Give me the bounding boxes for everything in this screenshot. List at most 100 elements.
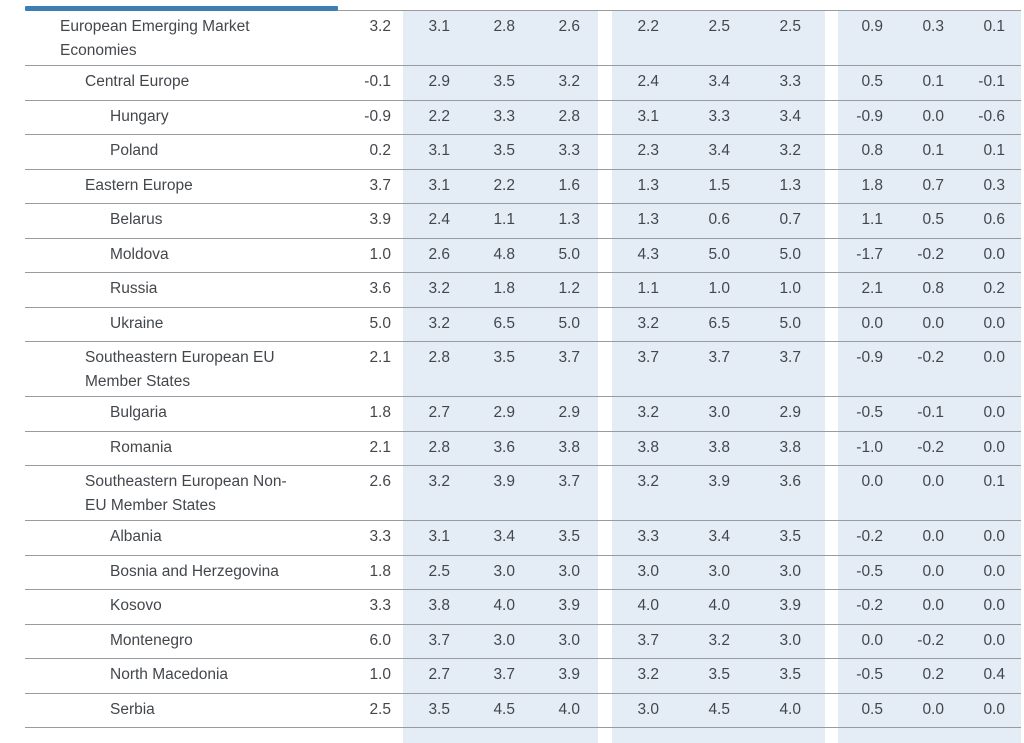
value-cell: 4.0 <box>468 589 533 625</box>
value-cell: 3.0 <box>754 624 825 659</box>
value-cell: 1.0 <box>345 658 403 694</box>
region-label: Albania <box>110 528 162 545</box>
value-cell: 0.1 <box>899 65 960 101</box>
row-label-cell: Moldova <box>25 238 345 273</box>
value-cell: 5.0 <box>754 307 825 342</box>
value-cell: 0.6 <box>683 203 754 239</box>
column-gap-cell <box>598 431 612 466</box>
value-cell: -0.9 <box>838 100 899 135</box>
value-cell: 0.1 <box>960 11 1021 66</box>
region-label: Bosnia and Herzegovina <box>110 562 279 580</box>
value-cell: 3.9 <box>468 465 533 521</box>
value-cell: 2.5 <box>403 555 468 590</box>
value-cell: 3.0 <box>612 555 683 590</box>
column-gap-cell <box>825 11 838 66</box>
value-cell: 2.8 <box>403 431 468 466</box>
value-cell: 3.2 <box>403 307 468 342</box>
value-cell: 3.2 <box>754 134 825 170</box>
row-label-cell: Bulgaria <box>25 396 345 432</box>
column-gap-cell <box>598 341 612 397</box>
value-cell: 1.6 <box>533 169 598 204</box>
value-cell: -0.1 <box>960 65 1021 101</box>
value-cell: 2.8 <box>533 100 598 135</box>
row-label-cell: Southeastern European Non-EU Member Stat… <box>25 465 345 521</box>
column-gap-cell <box>598 169 612 204</box>
table-row: Serbia 2.5 3.5 4.5 4.0 3.0 4.5 4.0 0.5 0… <box>25 693 1021 728</box>
value-cell: 2.9 <box>533 396 598 432</box>
value-cell: 3.1 <box>612 100 683 135</box>
column-gap-cell <box>825 589 838 625</box>
value-cell: 4.5 <box>468 693 533 728</box>
value-cell: 2.7 <box>403 658 468 694</box>
value-cell: 2.5 <box>754 11 825 66</box>
column-gap-cell <box>598 520 612 556</box>
region-label: Romania <box>110 438 173 456</box>
column-gap-cell <box>825 238 838 273</box>
value-cell <box>754 727 825 743</box>
value-cell: 0.9 <box>838 11 899 66</box>
value-cell: 0.0 <box>960 238 1021 273</box>
column-gap-cell <box>598 272 612 308</box>
row-label-cell: Belarus <box>25 203 345 239</box>
value-cell: 3.7 <box>612 624 683 659</box>
column-gap-cell <box>598 238 612 273</box>
table-row: Bulgaria 1.8 2.7 2.9 2.9 3.2 3.0 2.9 -0.… <box>25 396 1021 432</box>
column-gap-cell <box>825 727 838 743</box>
value-cell: 3.2 <box>683 624 754 659</box>
value-cell <box>468 727 533 743</box>
value-cell: 3.5 <box>754 658 825 694</box>
column-gap-cell <box>825 134 838 170</box>
value-cell: 3.7 <box>754 341 825 397</box>
column-gap-cell <box>598 693 612 728</box>
value-cell: 2.3 <box>612 134 683 170</box>
value-cell: 0.0 <box>899 555 960 590</box>
column-gap-cell <box>598 307 612 342</box>
value-cell: -0.1 <box>899 396 960 432</box>
row-label-cell <box>25 728 345 743</box>
value-cell: 1.3 <box>612 203 683 239</box>
value-cell: 1.0 <box>683 272 754 308</box>
value-cell: 3.5 <box>468 65 533 101</box>
value-cell <box>612 727 683 743</box>
value-cell: 5.0 <box>345 307 403 342</box>
row-label-cell: Russia <box>25 272 345 308</box>
value-cell: 0.0 <box>838 465 899 521</box>
value-cell: 0.0 <box>960 396 1021 432</box>
value-cell: 0.0 <box>960 555 1021 590</box>
value-cell: 3.3 <box>468 100 533 135</box>
row-label-cell: Montenegro <box>25 624 345 659</box>
row-label-cell: Kosovo <box>25 589 345 625</box>
column-gap-cell <box>825 100 838 135</box>
row-label-cell: Albania <box>25 520 345 556</box>
value-cell: 3.0 <box>533 555 598 590</box>
value-cell <box>345 728 403 743</box>
value-cell: 3.3 <box>345 520 403 556</box>
value-cell: 0.2 <box>960 272 1021 308</box>
row-label-cell: Southeastern European EU Member States <box>25 341 345 397</box>
row-label-cell: Serbia <box>25 693 345 728</box>
table-row: Albania 3.3 3.1 3.4 3.5 3.3 3.4 3.5 -0.2… <box>25 520 1021 556</box>
column-gap-cell <box>825 431 838 466</box>
value-cell: 0.0 <box>838 307 899 342</box>
table-row: Ukraine 5.0 3.2 6.5 5.0 3.2 6.5 5.0 0.0 … <box>25 307 1021 342</box>
value-cell: 5.0 <box>533 238 598 273</box>
row-label-cell: European Emerging Market Economies <box>25 11 345 66</box>
value-cell: 3.9 <box>533 658 598 694</box>
value-cell: -0.2 <box>838 520 899 556</box>
value-cell: 3.7 <box>468 658 533 694</box>
value-cell: 3.8 <box>612 431 683 466</box>
column-gap-cell <box>598 465 612 521</box>
value-cell: 2.1 <box>345 341 403 397</box>
value-cell: 1.1 <box>838 203 899 239</box>
value-cell: 0.0 <box>960 693 1021 728</box>
row-label-cell: Ukraine <box>25 307 345 342</box>
value-cell: 0.7 <box>754 203 825 239</box>
value-cell: 3.9 <box>683 465 754 521</box>
column-gap-cell <box>825 465 838 521</box>
value-cell: 3.9 <box>754 589 825 625</box>
value-cell: 1.0 <box>345 238 403 273</box>
value-cell: 0.1 <box>899 134 960 170</box>
value-cell: 1.0 <box>754 272 825 308</box>
value-cell: 0.0 <box>960 589 1021 625</box>
table-row: Hungary -0.9 2.2 3.3 2.8 3.1 3.3 3.4 -0.… <box>25 100 1021 135</box>
